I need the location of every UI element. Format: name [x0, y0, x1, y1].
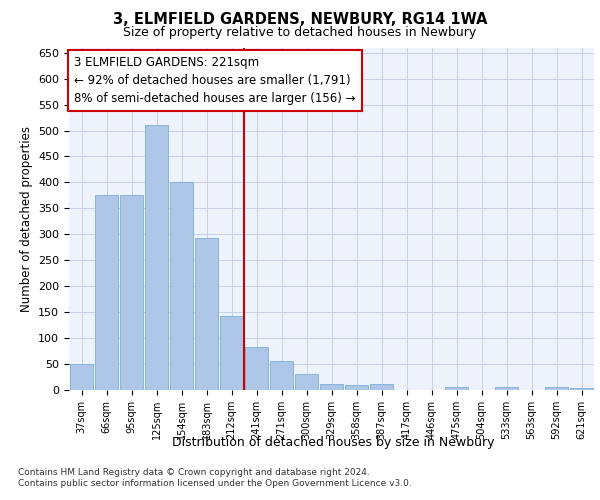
Bar — [545, 388, 568, 390]
Bar — [70, 364, 93, 390]
Text: Contains HM Land Registry data © Crown copyright and database right 2024.: Contains HM Land Registry data © Crown c… — [18, 468, 370, 477]
Text: 3, ELMFIELD GARDENS, NEWBURY, RG14 1WA: 3, ELMFIELD GARDENS, NEWBURY, RG14 1WA — [113, 12, 487, 28]
Text: 3 ELMFIELD GARDENS: 221sqm
← 92% of detached houses are smaller (1,791)
8% of se: 3 ELMFIELD GARDENS: 221sqm ← 92% of deta… — [74, 56, 356, 105]
Bar — [95, 196, 118, 390]
Bar — [370, 384, 393, 390]
Bar — [295, 374, 318, 390]
Bar — [270, 362, 293, 390]
Text: Size of property relative to detached houses in Newbury: Size of property relative to detached ho… — [124, 26, 476, 39]
Bar — [245, 347, 268, 390]
Bar — [120, 196, 143, 390]
Bar — [495, 388, 518, 390]
Bar — [170, 182, 193, 390]
Text: Contains public sector information licensed under the Open Government Licence v3: Contains public sector information licen… — [18, 480, 412, 488]
Bar — [345, 385, 368, 390]
Bar — [220, 316, 243, 390]
Bar — [195, 238, 218, 390]
Bar — [145, 126, 168, 390]
Text: Distribution of detached houses by size in Newbury: Distribution of detached houses by size … — [172, 436, 494, 449]
Y-axis label: Number of detached properties: Number of detached properties — [20, 126, 32, 312]
Bar — [445, 388, 468, 390]
Bar — [320, 384, 343, 390]
Bar — [570, 388, 593, 390]
